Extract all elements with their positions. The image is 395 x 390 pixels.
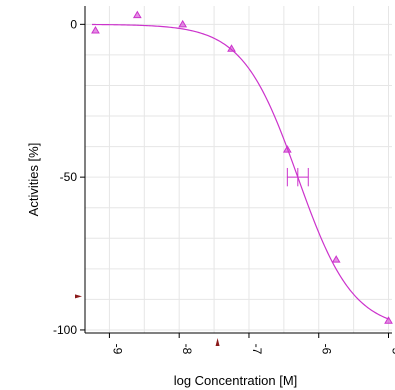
ic50-marker [286,167,309,187]
fit-curve [91,23,389,320]
x-tick-label: -7 [250,344,264,355]
data-point [132,10,142,19]
y-axis-marker [75,294,82,299]
x-tick-label: -8 [180,344,194,355]
data-point [282,145,292,153]
fit-curve-layer [91,23,389,320]
grid [85,6,392,333]
axes: 0 -50 -100 -9 -8 -7 -6 -5 [53,6,395,355]
data-points [91,10,393,324]
x-axis-label: log Concentration [M] [174,373,298,388]
x-axis-marker [215,338,220,346]
data-point [227,44,236,52]
x-tick-label: -9 [110,344,124,355]
data-point [384,316,393,324]
axis-markers [75,294,220,346]
data-point [91,25,100,34]
y-axis-label: Activities [%] [26,143,41,217]
data-point [331,255,341,263]
y-tick-label: -100 [53,323,77,337]
y-tick-label: -50 [60,170,78,184]
x-tick-label: -6 [320,344,334,355]
x-tick-label: -5 [390,344,395,355]
y-tick-label: 0 [70,17,77,31]
data-point [178,19,188,28]
